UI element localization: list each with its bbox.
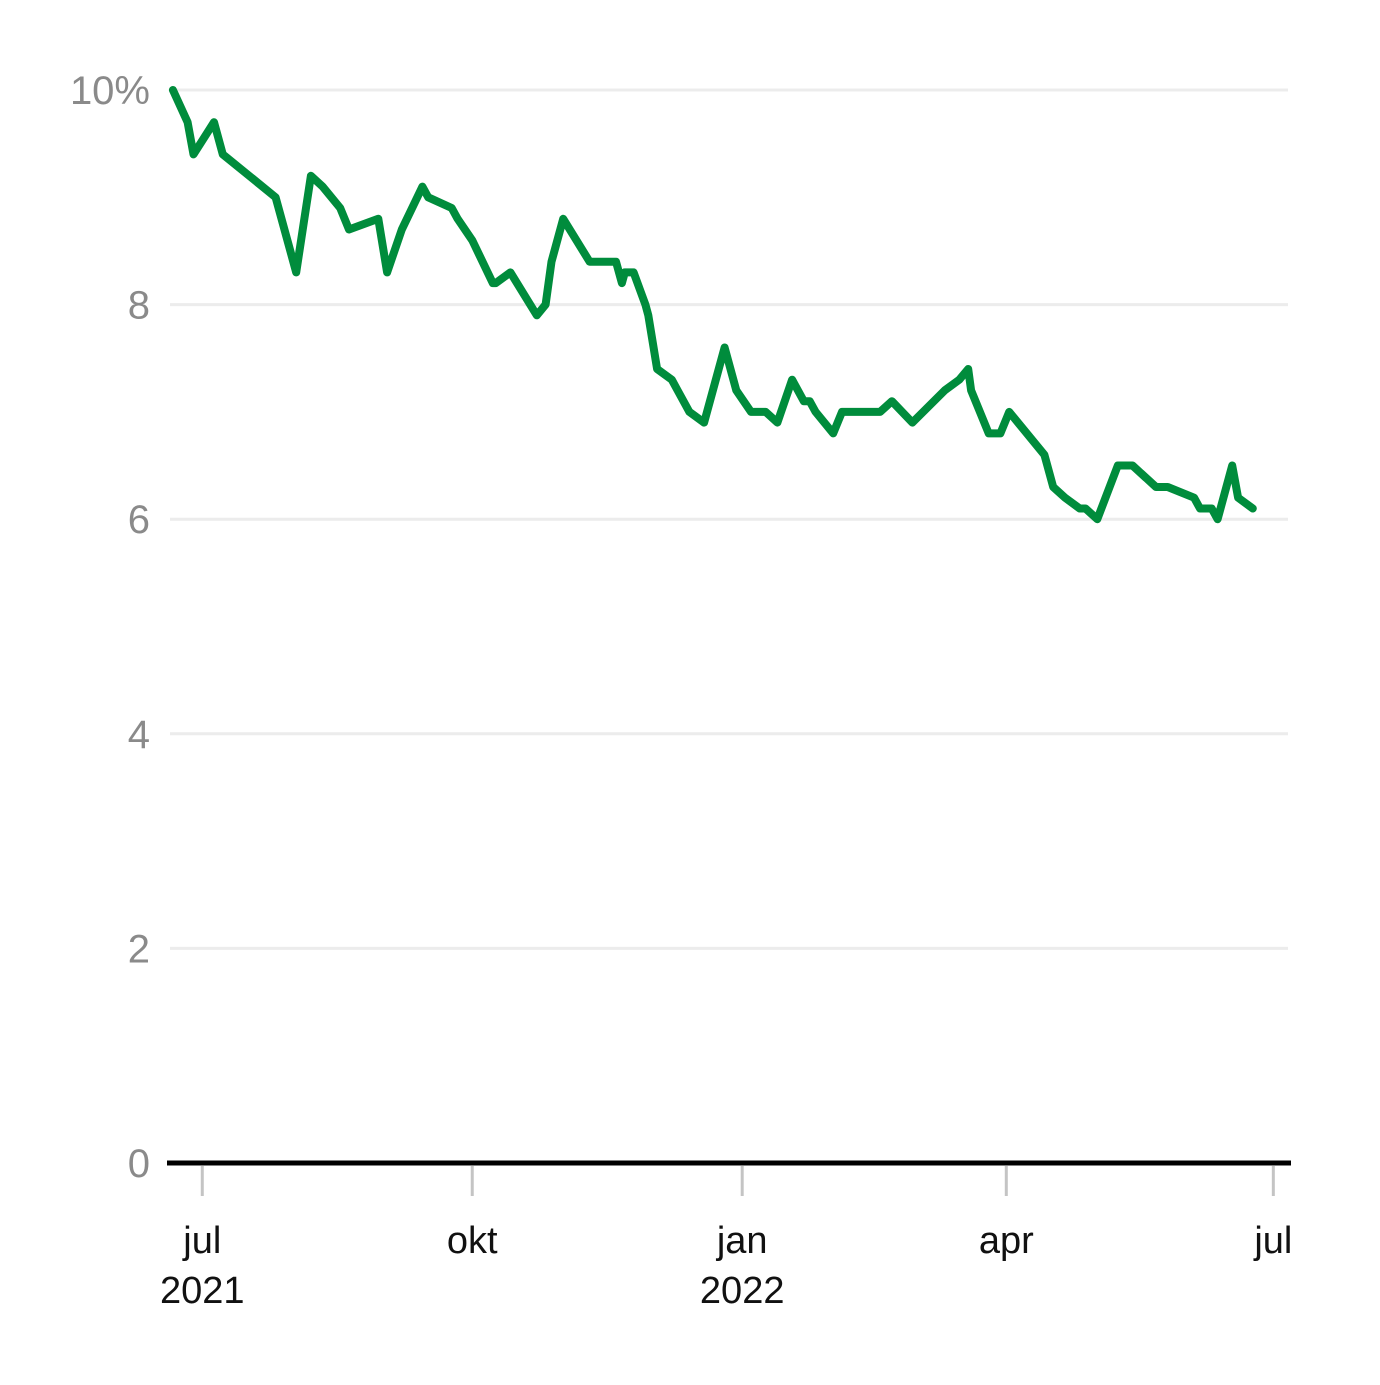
gridlines xyxy=(170,88,1288,950)
x-tick-label: jul xyxy=(182,1220,221,1262)
y-tick-label: 0 xyxy=(128,1142,150,1186)
y-tick-label: 6 xyxy=(128,498,150,542)
x-tick-label: okt xyxy=(447,1220,498,1262)
y-tick-label: 8 xyxy=(128,284,150,328)
series-line-0 xyxy=(168,86,1257,524)
y-tick-label: 2 xyxy=(128,927,150,971)
series-layer xyxy=(168,86,1257,524)
x-axis-ticks: jul 2021 okt jan 2022 apr jul xyxy=(160,1166,1292,1312)
x-tick-label: jan xyxy=(716,1220,768,1262)
y-axis-tick-labels: 0 2 4 6 8 10% xyxy=(70,69,150,1186)
y-tick-label: 4 xyxy=(128,713,150,757)
x-tick-label: jul xyxy=(1253,1220,1292,1262)
x-tick-label: apr xyxy=(979,1220,1034,1262)
x-tick-year-label: 2022 xyxy=(700,1270,785,1312)
x-tick-year-label: 2021 xyxy=(160,1270,245,1312)
y-tick-label: 10% xyxy=(70,69,150,113)
